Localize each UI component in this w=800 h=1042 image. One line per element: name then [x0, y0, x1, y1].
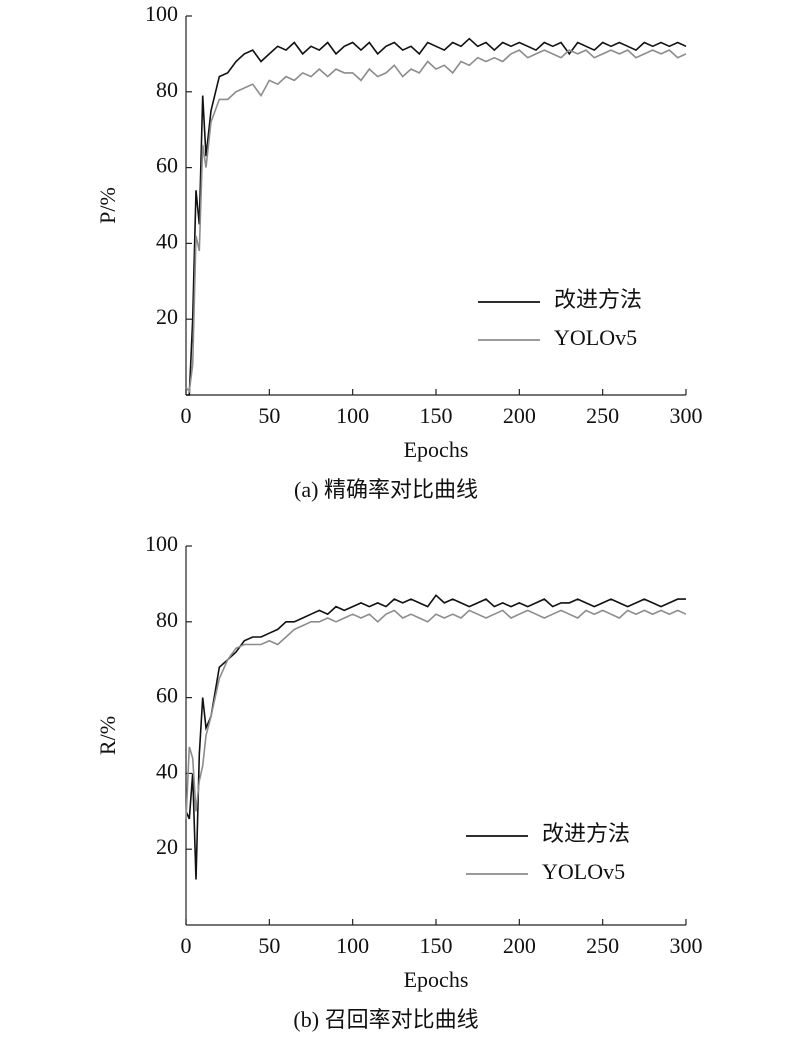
y-tick-label: 100 [145, 531, 178, 556]
x-tick-label: 100 [336, 403, 369, 428]
y-axis-label: R/% [95, 716, 120, 755]
x-tick-label: 300 [670, 933, 703, 958]
series-line [185, 594, 686, 880]
x-tick-label: 50 [258, 403, 280, 428]
x-tick-label: 200 [503, 403, 536, 428]
legend-label: 改进方法 [542, 821, 630, 846]
y-tick-label: 20 [156, 834, 178, 859]
x-tick-label: 250 [586, 933, 619, 958]
series-line [185, 609, 687, 819]
x-axis-label: Epochs [404, 967, 469, 992]
x-axis-label: Epochs [404, 437, 469, 462]
x-tick-label: 150 [420, 403, 453, 428]
legend-label: 改进方法 [554, 287, 642, 312]
x-tick-label: 100 [336, 933, 369, 958]
y-tick-label: 60 [156, 153, 178, 178]
caption: (b) 召回率对比曲线 [293, 1007, 478, 1032]
caption: (a) 精确率对比曲线 [294, 477, 478, 502]
legend-label: YOLOv5 [554, 325, 637, 350]
y-tick-label: 20 [156, 304, 178, 329]
y-tick-label: 40 [156, 758, 178, 783]
x-tick-label: 0 [181, 933, 192, 958]
y-tick-label: 80 [156, 77, 178, 102]
y-tick-label: 40 [156, 228, 178, 253]
legend-label: YOLOv5 [542, 859, 625, 884]
y-tick-label: 60 [156, 683, 178, 708]
series-line [186, 37, 687, 396]
y-tick-label: 80 [156, 607, 178, 632]
y-axis-label: P/% [95, 187, 120, 224]
series-line [185, 49, 687, 394]
x-tick-label: 50 [258, 933, 280, 958]
x-tick-label: 0 [181, 403, 192, 428]
x-tick-label: 150 [420, 933, 453, 958]
x-tick-label: 300 [670, 403, 703, 428]
x-tick-label: 200 [503, 933, 536, 958]
y-tick-label: 100 [145, 1, 178, 26]
x-tick-label: 250 [586, 403, 619, 428]
